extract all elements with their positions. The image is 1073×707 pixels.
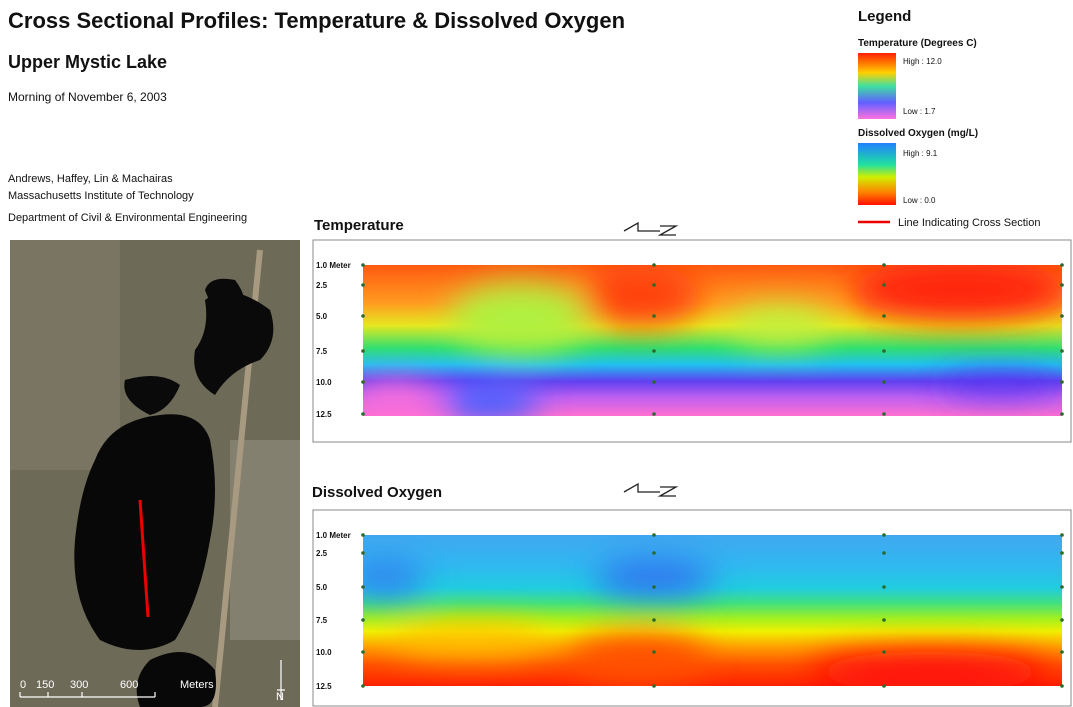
sample-point (882, 650, 886, 654)
legend-ramp (858, 53, 896, 119)
north-arrow (624, 484, 676, 496)
depth-label: 12.5 (316, 682, 332, 691)
sample-point (882, 349, 886, 353)
sample-point (652, 380, 656, 384)
credit: Massachusetts Institute of Technology (8, 190, 194, 202)
depth-label: 10.0 (316, 648, 332, 657)
sample-point (652, 650, 656, 654)
oxygen-profile (345, 535, 1062, 692)
sample-point (882, 263, 886, 267)
sample-point (361, 533, 365, 537)
sample-point (361, 684, 365, 688)
depth-label: 12.5 (316, 410, 332, 419)
sample-point (361, 551, 365, 555)
legend-high: High : 12.0 (903, 57, 942, 66)
sample-point (1060, 349, 1064, 353)
sample-point (1060, 314, 1064, 318)
depth-label: 2.5 (316, 281, 328, 290)
sample-point (652, 349, 656, 353)
poster: Cross Sectional Profiles: Temperature & … (0, 0, 1073, 707)
sample-point (361, 380, 365, 384)
sample-point (1060, 533, 1064, 537)
depth-label: 7.5 (316, 616, 328, 625)
scale-label: Meters (180, 679, 214, 691)
sample-point (652, 283, 656, 287)
sample-point (882, 283, 886, 287)
depth-label: 1.0 Meter (316, 261, 351, 270)
sample-point (1060, 618, 1064, 622)
depth-label: 10.0 (316, 378, 332, 387)
sample-point (882, 684, 886, 688)
sample-point (1060, 650, 1064, 654)
legend-title: Legend (858, 8, 911, 25)
depth-label: 5.0 (316, 583, 328, 592)
sample-point (361, 283, 365, 287)
sample-point (361, 585, 365, 589)
sample-point (882, 618, 886, 622)
sample-point (1060, 380, 1064, 384)
sample-point (882, 533, 886, 537)
credit: Andrews, Haffey, Lin & Machairas (8, 173, 173, 185)
legend-high: High : 9.1 (903, 149, 938, 158)
sample-point (652, 314, 656, 318)
depth-label: 5.0 (316, 312, 328, 321)
legend-label: Temperature (Degrees C) (858, 38, 977, 49)
aerial-map (10, 240, 300, 707)
north-arrow (624, 223, 676, 235)
page: {"header":{"title":"Cross Sectional Prof… (0, 0, 1073, 707)
legend-line-label: Line Indicating Cross Section (898, 217, 1040, 229)
sample-point (882, 585, 886, 589)
sample-point (361, 650, 365, 654)
depth-label: 2.5 (316, 549, 328, 558)
sample-point (1060, 263, 1064, 267)
sample-point (652, 551, 656, 555)
sample-point (361, 618, 365, 622)
sample-point (1060, 585, 1064, 589)
panel-title: Dissolved Oxygen (312, 484, 442, 501)
scale-label: 300 (70, 679, 88, 691)
sample-point (361, 314, 365, 318)
sample-point (652, 263, 656, 267)
north-label: N (276, 691, 284, 703)
scale-label: 150 (36, 679, 54, 691)
sample-point (361, 412, 365, 416)
sample-point (882, 551, 886, 555)
sample-point (652, 412, 656, 416)
sample-point (652, 585, 656, 589)
legend-ramp (858, 143, 896, 205)
scale-label: 0 (20, 679, 26, 691)
sample-point (1060, 551, 1064, 555)
depth-label: 7.5 (316, 347, 328, 356)
sample-point (882, 412, 886, 416)
sample-point (652, 618, 656, 622)
sample-point (361, 349, 365, 353)
sample-point (882, 314, 886, 318)
sample-point (652, 684, 656, 688)
sample-point (1060, 684, 1064, 688)
legend-label: Dissolved Oxygen (mg/L) (858, 128, 978, 139)
date: Morning of November 6, 2003 (8, 90, 167, 104)
credit: Department of Civil & Environmental Engi… (8, 212, 247, 224)
sample-point (1060, 283, 1064, 287)
sample-point (1060, 412, 1064, 416)
title: Cross Sectional Profiles: Temperature & … (8, 8, 625, 33)
depth-label: 1.0 Meter (316, 531, 351, 540)
sample-point (652, 533, 656, 537)
scale-label: 600 (120, 679, 138, 691)
subtitle: Upper Mystic Lake (8, 52, 167, 72)
panel-title: Temperature (314, 217, 404, 234)
legend-low: Low : 1.7 (903, 107, 936, 116)
sample-point (882, 380, 886, 384)
temperature-profile (350, 260, 1070, 422)
sample-point (361, 263, 365, 267)
legend-low: Low : 0.0 (903, 196, 936, 205)
